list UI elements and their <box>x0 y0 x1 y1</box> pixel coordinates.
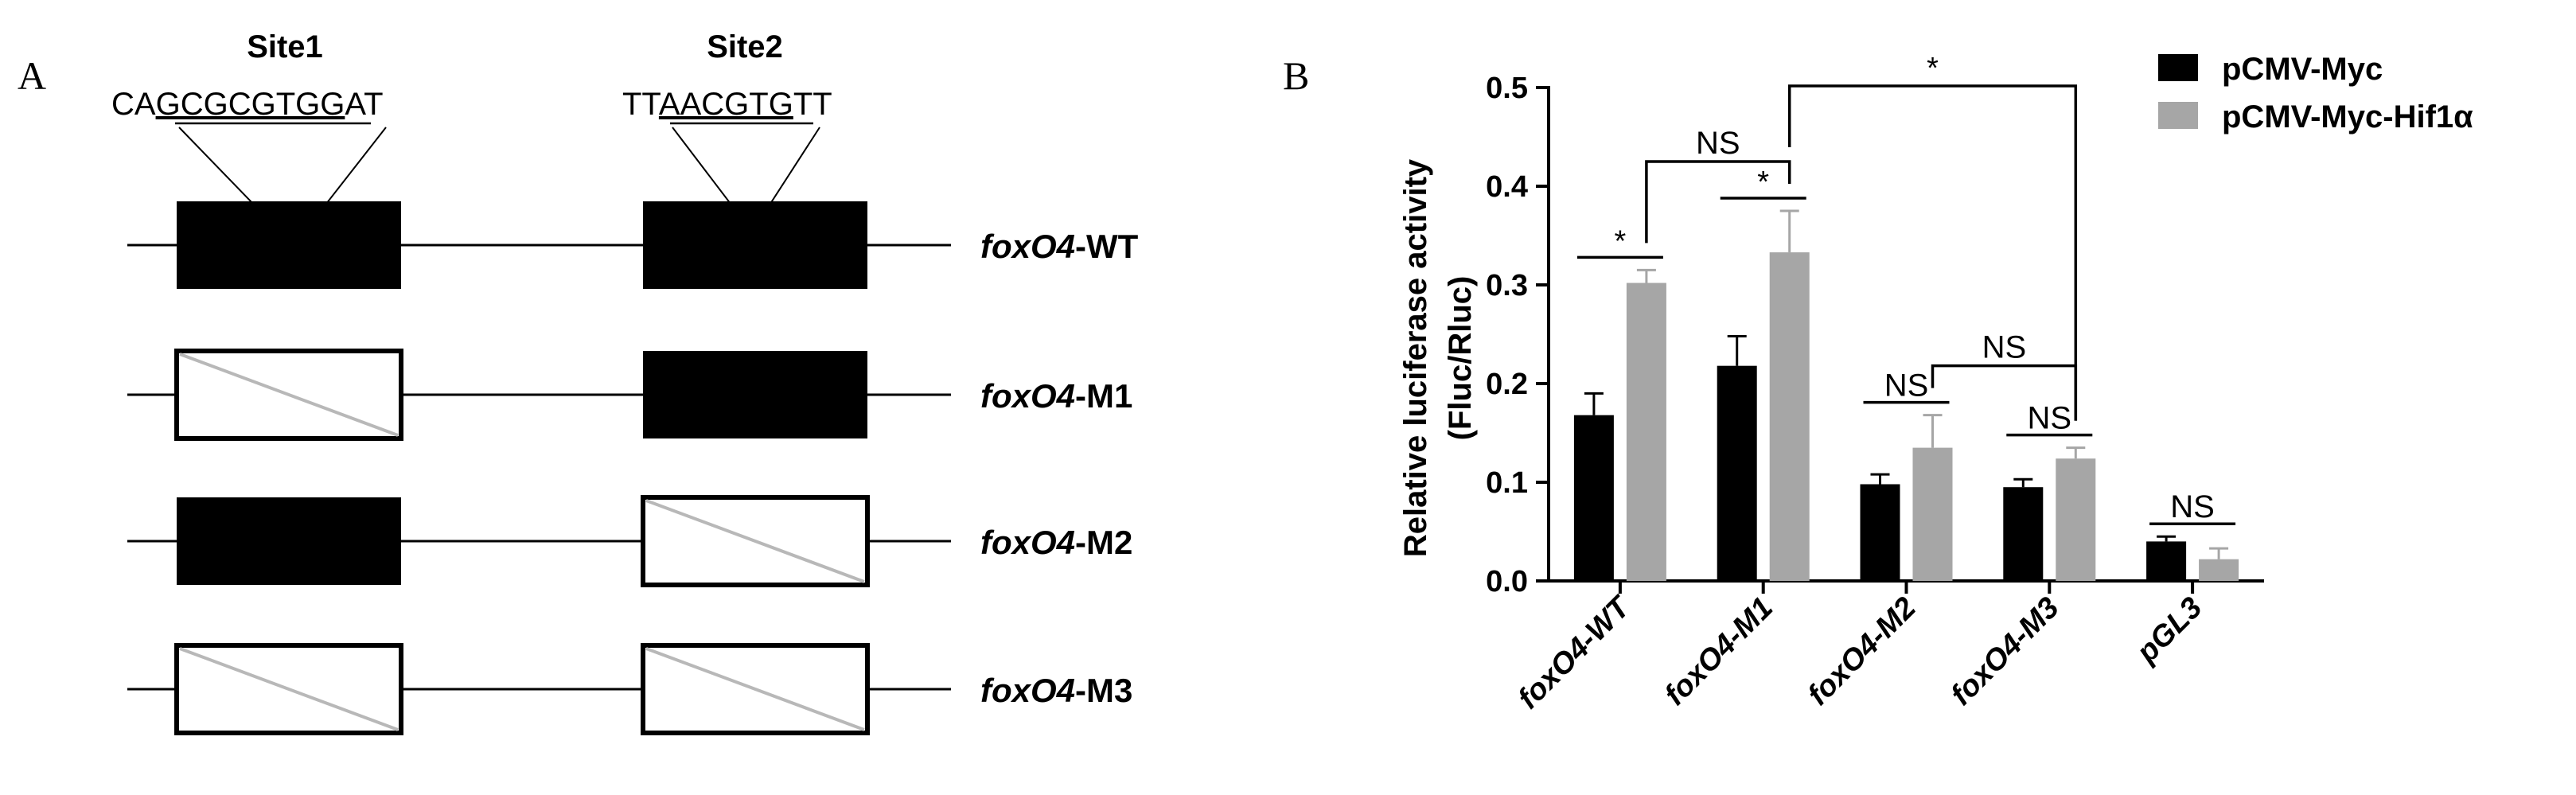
panel-a-diagram: A Site1 CAGCGCGTGGAT Site2 TTAACGTGTT fo… <box>18 29 1139 735</box>
site1-seq-prefix: CA <box>111 87 156 122</box>
site2-connector-left <box>672 127 731 205</box>
bar <box>2056 458 2096 581</box>
site1-intact-box <box>177 497 401 585</box>
comparison-label: * <box>1927 52 1939 85</box>
site1-title: Site1 <box>247 29 323 64</box>
site2-sequence: TTAACGTGTT <box>622 87 832 122</box>
significance-label: * <box>1615 224 1627 258</box>
construct-row-1: foxO4-WT <box>127 201 1139 289</box>
bar <box>1860 484 1900 581</box>
legend-label: pCMV-Myc <box>2222 52 2383 87</box>
comparison-bracket <box>1787 84 2078 421</box>
bar <box>2199 559 2239 581</box>
site1-connector-left <box>178 127 254 205</box>
legend: pCMV-Myc pCMV-Myc-Hif1α <box>2158 52 2473 134</box>
construct-label: foxO4-M1 <box>980 377 1132 415</box>
panel-b-chart: B Relative luciferase activity (Fluc/Rlu… <box>1283 52 2473 715</box>
construct-gene: foxO4 <box>980 228 1075 265</box>
y-tick-label: 0.4 <box>1486 170 1528 204</box>
mutation-slash <box>179 353 399 437</box>
y-tick-label: 0.2 <box>1486 368 1528 401</box>
bar <box>1717 365 1757 581</box>
x-tick-label: foxO4-M2 <box>1802 591 1923 712</box>
construct-suffix: -WT <box>1075 228 1139 265</box>
bar <box>1626 283 1666 581</box>
site1-seq-core: GCGCGTGG <box>156 87 345 122</box>
y-axis-label-line2: (Fluc/Rluc) <box>1443 276 1478 441</box>
construct-row-2: foxO4-M1 <box>127 349 1132 441</box>
comparison-bracket <box>1645 160 1791 244</box>
legend-label: pCMV-Myc-Hif1α <box>2222 99 2473 134</box>
y-tick-label: 0.1 <box>1486 466 1528 500</box>
panel-a-label: A <box>18 53 46 98</box>
x-tick-label: pGL3 <box>2130 591 2208 670</box>
bar <box>1912 447 1953 581</box>
site2-connector-right <box>770 127 820 205</box>
site2-intact-box <box>643 351 867 438</box>
legend-swatch <box>2158 102 2198 129</box>
legend-swatch <box>2158 54 2198 81</box>
site1-seq-suffix: AT <box>345 87 383 122</box>
bar <box>2146 541 2187 581</box>
site1-sequence: CAGCGCGTGGAT <box>111 87 384 122</box>
construct-row-4: foxO4-M3 <box>127 643 1132 735</box>
y-tick-label: 0.5 <box>1486 72 1528 105</box>
construct-label: foxO4-M2 <box>980 524 1132 561</box>
construct-gene: foxO4 <box>980 377 1075 415</box>
site1-intact-box <box>177 201 401 289</box>
significance-label: NS <box>1884 368 1929 403</box>
y-tick-label: 0.0 <box>1486 565 1528 598</box>
construct-suffix: -M1 <box>1075 377 1132 415</box>
x-tick-label: foxO4-WT <box>1512 590 1639 716</box>
x-tick-label: foxO4-M1 <box>1658 591 1779 712</box>
bar <box>2003 487 2044 581</box>
significance-label: NS <box>2170 489 2215 524</box>
construct-row-3: foxO4-M2 <box>127 495 1132 587</box>
significance-label: NS <box>2028 401 2072 436</box>
site2-intact-box <box>643 201 867 289</box>
comparison-label: NS <box>1982 330 2027 365</box>
construct-label: foxO4-WT <box>980 228 1139 265</box>
construct-gene: foxO4 <box>980 524 1075 561</box>
site2-seq-prefix: TT <box>622 87 661 122</box>
panel-b-label: B <box>1283 53 1309 98</box>
mutation-slash <box>179 647 399 731</box>
y-axis-label-line1: Relative luciferase activity <box>1398 158 1433 557</box>
bar <box>1769 252 1810 581</box>
comparison-label: NS <box>1696 126 1740 161</box>
construct-suffix: -M2 <box>1075 524 1132 561</box>
site2-seq-suffix: TT <box>793 87 832 122</box>
y-tick-label: 0.3 <box>1486 269 1528 302</box>
construct-label: foxO4-M3 <box>980 672 1132 709</box>
mutation-slash <box>645 499 865 583</box>
site2-title: Site2 <box>707 29 783 64</box>
construct-gene: foxO4 <box>980 672 1075 709</box>
site1-connector-right <box>325 127 387 205</box>
bar <box>1573 415 1614 581</box>
mutation-slash <box>645 647 865 731</box>
significance-label: * <box>1757 166 1769 199</box>
site2-seq-core: AACGTG <box>659 87 793 122</box>
construct-suffix: -M3 <box>1075 672 1132 709</box>
x-tick-label: foxO4-M3 <box>1945 591 2066 712</box>
